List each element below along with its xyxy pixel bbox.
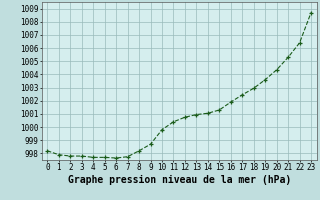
X-axis label: Graphe pression niveau de la mer (hPa): Graphe pression niveau de la mer (hPa) — [68, 175, 291, 185]
